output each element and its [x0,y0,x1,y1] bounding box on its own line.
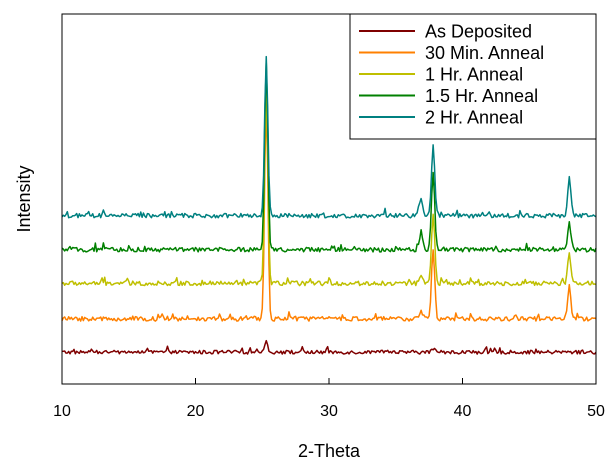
x-tick-label-30: 30 [320,403,338,420]
series-line-3 [61,86,597,287]
legend-label-3: 1 Hr. Anneal [425,65,523,85]
x-tick-label-20: 20 [187,403,205,420]
legend-label-4: 1.5 Hr. Anneal [425,86,538,106]
series-line-4 [61,61,597,253]
legend-label-1: As Deposited [425,22,532,42]
legend-label-5: 2 Hr. Anneal [425,108,523,128]
series-layer [61,55,597,355]
legend-box [349,13,597,140]
x-axis-ticks: 10 20 30 40 50 [53,378,605,420]
x-tick-label-50: 50 [587,403,605,420]
series-line-5 [61,55,597,219]
x-axis-label: 2-Theta [298,441,361,461]
y-axis-label: Intensity [14,165,34,232]
series-line-2 [61,100,597,322]
x-tick-label-10: 10 [53,403,71,420]
series-line-1 [61,339,597,355]
legend-label-2: 30 Min. Anneal [425,43,544,63]
x-tick-label-40: 40 [454,403,472,420]
